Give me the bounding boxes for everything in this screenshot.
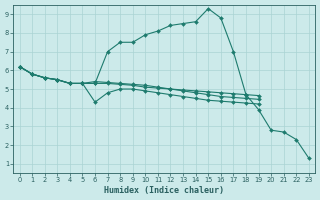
X-axis label: Humidex (Indice chaleur): Humidex (Indice chaleur) (104, 186, 224, 195)
